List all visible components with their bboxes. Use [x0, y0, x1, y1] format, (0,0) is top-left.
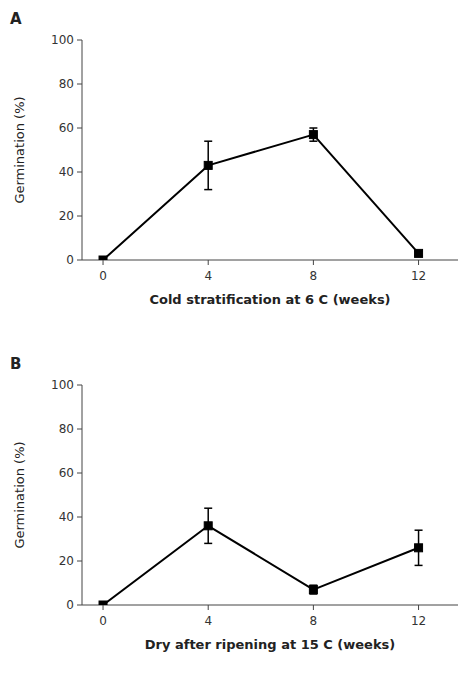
x-axis-line [82, 605, 458, 606]
series-line [103, 135, 419, 260]
y-axis-line [82, 40, 83, 260]
y-tick [77, 429, 82, 430]
error-bar [204, 141, 212, 189]
x-tick [103, 260, 104, 265]
y-tick-label: 60 [59, 466, 74, 480]
x-axis-label: Cold stratification at 6 C (weeks) [149, 292, 390, 307]
data-group [99, 508, 423, 605]
marker [99, 601, 107, 605]
error-bar [309, 585, 317, 594]
y-tick-label: 60 [59, 121, 74, 135]
y-tick [77, 216, 82, 217]
y-tick-label: 80 [59, 77, 74, 91]
x-tick-label: 0 [99, 269, 107, 283]
x-tick [313, 260, 314, 265]
marker [204, 522, 212, 530]
y-tick-label: 0 [66, 253, 74, 267]
data-group [99, 128, 423, 260]
y-tick-label: 0 [66, 598, 74, 612]
y-tick [77, 385, 82, 386]
x-tick-label: 12 [411, 269, 426, 283]
x-tick-label: 8 [310, 269, 318, 283]
marker [415, 544, 423, 552]
y-tick-label: 100 [51, 378, 74, 392]
panel: A 0 4 8 12 0 20 40 60 80 100 Cold stratification at… [10, 10, 458, 307]
y-tick [77, 473, 82, 474]
x-tick-label: 4 [204, 614, 212, 628]
x-axis-line [82, 260, 458, 261]
panel-label: B [10, 355, 21, 373]
error-bar-cap [204, 189, 212, 191]
x-tick [208, 605, 209, 610]
x-tick [418, 260, 419, 265]
x-axis-label: Dry after ripening at 15 C (weeks) [145, 637, 396, 652]
y-tick-label: 80 [59, 422, 74, 436]
x-tick-label: 8 [310, 614, 318, 628]
x-tick-label: 12 [411, 614, 426, 628]
y-axis-line [82, 385, 83, 605]
series-line [103, 526, 419, 605]
marker [309, 131, 317, 139]
error-bar-cap [204, 543, 212, 545]
error-bar [204, 508, 212, 543]
x-tick [313, 605, 314, 610]
panel-label: A [10, 10, 22, 28]
y-tick-label: 20 [59, 554, 74, 568]
error-bar [415, 530, 423, 565]
y-tick [77, 260, 82, 261]
y-tick-label: 100 [51, 33, 74, 47]
marker [99, 256, 107, 260]
y-tick [77, 84, 82, 85]
chart-svg: A04812020406080100Cold stratification at… [0, 0, 474, 690]
y-tick [77, 40, 82, 41]
y-axis-label: Germination (%) [12, 441, 27, 548]
y-tick [77, 172, 82, 173]
marker [204, 161, 212, 169]
error-bar-cap [309, 127, 317, 129]
y-tick-label: 40 [59, 165, 74, 179]
x-tick [208, 260, 209, 265]
x-tick [103, 605, 104, 610]
error-bar-cap [415, 565, 423, 567]
y-tick-label: 40 [59, 510, 74, 524]
marker [415, 249, 423, 257]
error-bar-cap [415, 529, 423, 531]
y-tick-label: 20 [59, 209, 74, 223]
x-tick-label: 4 [204, 269, 212, 283]
marker [309, 586, 317, 594]
error-bar-cap [204, 140, 212, 142]
y-tick [77, 128, 82, 129]
x-tick-label: 0 [99, 614, 107, 628]
y-tick [77, 605, 82, 606]
panel: B 0 4 8 12 0 20 40 60 80 100 Dry after ripening at … [10, 355, 458, 652]
x-tick [418, 605, 419, 610]
error-bar-cap [204, 507, 212, 509]
error-bar-cap [309, 140, 317, 142]
y-tick [77, 561, 82, 562]
y-axis-label: Germination (%) [12, 96, 27, 203]
y-tick [77, 517, 82, 518]
